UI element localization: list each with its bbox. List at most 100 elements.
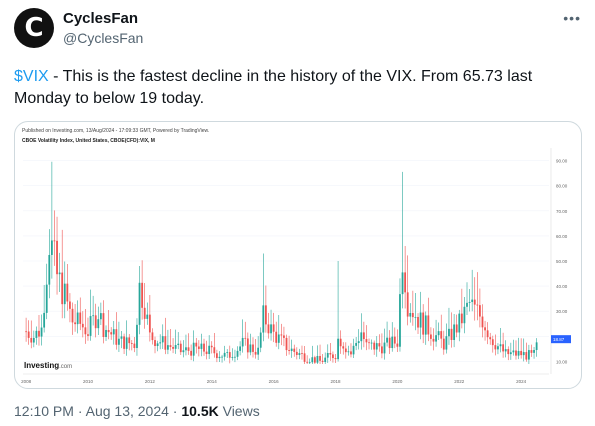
meta-separator: · xyxy=(73,403,86,419)
candle-body xyxy=(329,353,332,355)
candle-body xyxy=(404,272,407,293)
candle-body xyxy=(373,342,376,350)
x-tick-label: 2016 xyxy=(269,379,280,384)
candle-body xyxy=(337,338,339,360)
x-tick-label: 2014 xyxy=(207,379,218,384)
candle-body xyxy=(223,352,226,357)
current-value-label: 18.87 xyxy=(553,337,565,342)
display-name[interactable]: CyclesFan xyxy=(63,10,139,27)
candle-body xyxy=(38,330,40,337)
y-tick-label: 90.00 xyxy=(556,159,568,164)
candle-body xyxy=(74,322,76,325)
candle-body xyxy=(360,332,363,342)
candle-body xyxy=(499,344,502,347)
candle-body xyxy=(507,349,510,355)
more-horizontal-icon[interactable]: ••• xyxy=(563,10,581,26)
candle-body xyxy=(56,240,58,275)
candle-body xyxy=(293,348,296,352)
candle-body xyxy=(417,316,419,328)
candle-body xyxy=(280,334,283,336)
candle-body xyxy=(244,337,247,339)
candle-body xyxy=(125,337,128,349)
y-tick-label: 30.00 xyxy=(556,309,568,314)
candle-body xyxy=(99,313,102,320)
candle-body xyxy=(466,302,468,307)
candle-body xyxy=(234,356,236,358)
candle-body xyxy=(419,312,422,328)
tweet-time[interactable]: 12:10 PM xyxy=(14,403,74,419)
candle-body xyxy=(252,344,254,352)
candle-body xyxy=(112,329,115,335)
candle-body xyxy=(110,332,113,335)
grid-lines xyxy=(23,160,549,362)
candle-body xyxy=(455,324,458,333)
candle-body xyxy=(148,314,151,333)
candle-body xyxy=(527,350,530,360)
candle-body xyxy=(393,336,396,344)
tweet-image[interactable]: Published on Investing.com, 13/Aug/2024 … xyxy=(14,121,582,389)
candle-body xyxy=(128,337,131,344)
candle-body xyxy=(25,331,27,333)
candle-body xyxy=(290,348,293,351)
candle-body xyxy=(342,346,345,349)
y-tick-label: 40.00 xyxy=(556,284,568,289)
candle-body xyxy=(146,314,149,319)
x-tick-label: 2018 xyxy=(331,379,342,384)
candle-body xyxy=(40,327,43,337)
candle-body xyxy=(272,324,275,332)
candle-body xyxy=(205,351,208,355)
candle-body xyxy=(365,339,368,343)
candle-body xyxy=(87,334,89,336)
candle-body xyxy=(115,329,118,345)
y-tick-label: 80.00 xyxy=(556,184,568,189)
candle-body xyxy=(478,305,481,317)
candle-body xyxy=(71,308,74,323)
vix-chart: Published on Investing.com, 13/Aug/2024 … xyxy=(21,128,571,384)
candle-body xyxy=(61,272,64,305)
candle-body xyxy=(321,360,324,362)
candle-body xyxy=(370,342,373,344)
candle-body xyxy=(94,315,97,329)
y-axis: 90.0080.0070.0060.0050.0040.0030.0020.00… xyxy=(550,148,571,374)
candle-body xyxy=(174,344,177,349)
candle-body xyxy=(264,305,267,325)
candle-body xyxy=(63,283,66,305)
candle-body xyxy=(53,240,56,242)
chart-published-note: Published on Investing.com, 13/Aug/2024 … xyxy=(22,128,209,134)
candle-body xyxy=(105,330,107,337)
candle-body xyxy=(522,352,525,356)
candle-body xyxy=(414,316,417,318)
candle-body xyxy=(303,353,306,362)
candle-body xyxy=(66,283,69,302)
candle-body xyxy=(332,354,334,359)
candle-body xyxy=(502,344,505,352)
candle-body xyxy=(450,328,453,340)
candle-body xyxy=(138,282,141,325)
avatar[interactable]: C xyxy=(14,8,54,48)
y-tick-label: 10.00 xyxy=(556,359,568,364)
candle-body xyxy=(275,331,278,343)
y-tick-label: 70.00 xyxy=(556,209,568,214)
chart-symbol-title: CBOE Volatility Index, United States, CB… xyxy=(22,138,155,144)
candle-body xyxy=(218,356,221,359)
candle-body xyxy=(391,336,394,349)
candle-body xyxy=(192,342,195,356)
tweet-text: $VIX - This is the fastest decline in th… xyxy=(14,66,580,110)
candle-body xyxy=(267,324,270,334)
candle-body xyxy=(424,315,427,335)
candle-body xyxy=(76,312,79,325)
cashtag-link[interactable]: $VIX xyxy=(14,68,49,85)
candle-body xyxy=(375,343,378,350)
meta-separator: · xyxy=(168,403,182,419)
candle-body xyxy=(208,345,211,355)
candle-body xyxy=(442,338,445,350)
y-tick-label: 50.00 xyxy=(556,259,568,264)
user-handle[interactable]: @CyclesFan xyxy=(63,30,144,46)
candle-body xyxy=(497,346,499,350)
candle-body xyxy=(430,334,432,339)
candle-body xyxy=(448,328,450,337)
candle-body xyxy=(295,351,298,355)
tweet-meta: 12:10 PM · Aug 13, 2024 · 10.5K Views xyxy=(14,403,260,419)
tweet-date[interactable]: Aug 13, 2024 xyxy=(85,403,169,419)
candle-body xyxy=(422,312,425,335)
